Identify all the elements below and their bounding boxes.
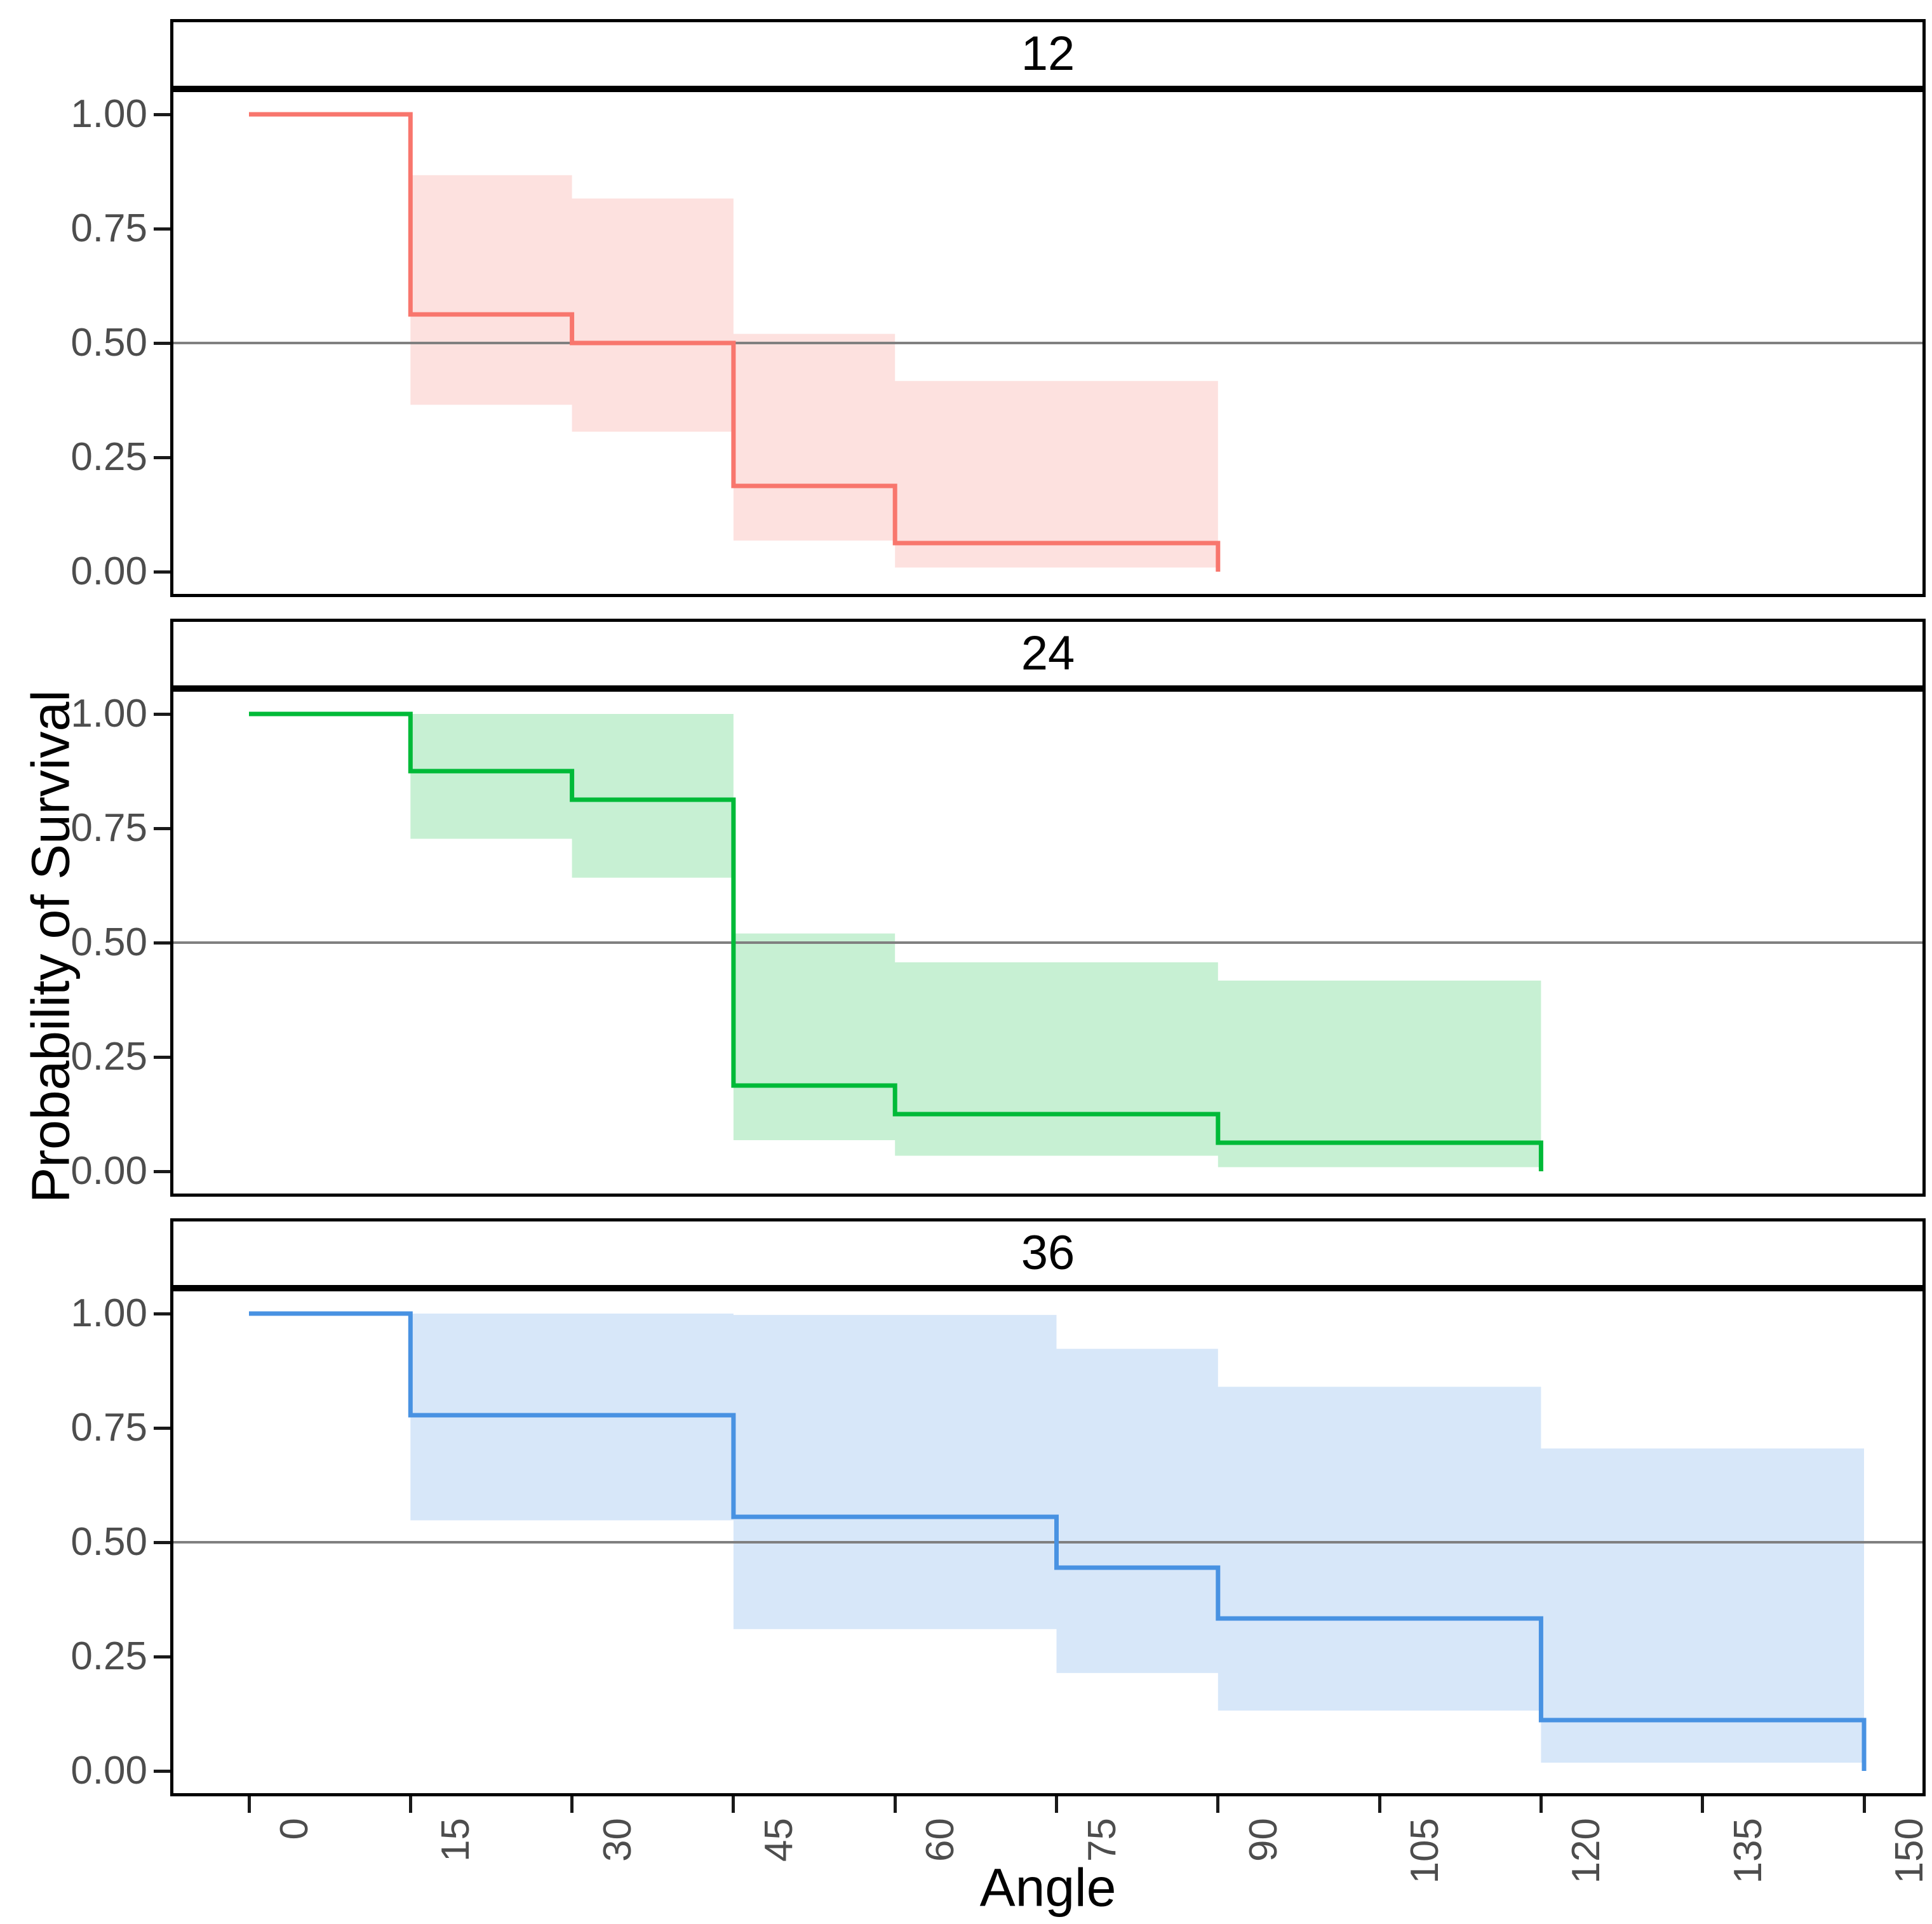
y-tick-label: 0.50 <box>70 920 147 964</box>
facet-label: 36 <box>1021 1226 1075 1280</box>
y-tick-label: 0.00 <box>70 1749 147 1793</box>
x-tick-label: 105 <box>1403 1818 1447 1884</box>
panel-border <box>170 1288 1926 1796</box>
x-tick-label: 0 <box>272 1818 316 1840</box>
x-tick-mark <box>1539 1796 1543 1813</box>
x-tick-mark <box>893 1796 897 1813</box>
y-tick-label: 0.25 <box>70 1634 147 1678</box>
y-tick-mark <box>154 1312 170 1315</box>
x-tick-label: 75 <box>1080 1818 1124 1862</box>
y-tick-mark <box>154 112 170 116</box>
y-tick-mark <box>154 227 170 231</box>
y-tick-mark <box>154 1540 170 1544</box>
x-tick-label: 150 <box>1888 1818 1931 1884</box>
x-tick-label: 15 <box>434 1818 478 1862</box>
facet-label: 12 <box>1021 27 1075 81</box>
y-tick-label: 0.75 <box>70 806 147 850</box>
x-tick-mark <box>1378 1796 1381 1813</box>
y-tick-label: 1.00 <box>70 1291 147 1335</box>
x-axis-title: Angle <box>979 1857 1117 1918</box>
facet-strip-36: 36 <box>170 1218 1926 1288</box>
y-tick-mark <box>154 1169 170 1173</box>
y-tick-label: 0.75 <box>70 206 147 250</box>
x-tick-label: 45 <box>756 1818 801 1862</box>
x-tick-mark <box>732 1796 735 1813</box>
survival-curve <box>249 112 1221 572</box>
y-tick-mark <box>154 455 170 459</box>
confidence-ribbon <box>410 1314 1864 1763</box>
y-tick-mark <box>154 712 170 716</box>
x-tick-label: 30 <box>595 1818 640 1862</box>
survival-panel-24 <box>170 689 1926 1197</box>
x-tick-label: 135 <box>1726 1818 1770 1884</box>
facet-label: 24 <box>1021 626 1075 680</box>
confidence-ribbon <box>410 175 1218 568</box>
survival-curve <box>249 711 1543 1171</box>
x-tick-label: 60 <box>918 1818 963 1862</box>
y-tick-label: 0.50 <box>70 1520 147 1564</box>
panel-border <box>170 89 1926 597</box>
x-tick-mark <box>1701 1796 1705 1813</box>
x-tick-label: 120 <box>1564 1818 1609 1884</box>
y-tick-mark <box>154 826 170 830</box>
x-tick-mark <box>570 1796 574 1813</box>
y-tick-label: 1.00 <box>70 692 147 736</box>
survival-curve <box>249 1311 1867 1771</box>
x-tick-mark <box>408 1796 412 1813</box>
x-tick-mark <box>1216 1796 1220 1813</box>
panel-border <box>170 689 1926 1197</box>
y-tick-label: 0.25 <box>70 1035 147 1079</box>
y-tick-label: 1.00 <box>70 92 147 136</box>
facet-strip-12: 12 <box>170 19 1926 89</box>
y-tick-mark <box>154 1426 170 1430</box>
y-tick-mark <box>154 1055 170 1059</box>
y-tick-label: 0.00 <box>70 1149 147 1193</box>
y-tick-label: 0.00 <box>70 549 147 593</box>
y-tick-mark <box>154 1655 170 1658</box>
y-tick-label: 0.50 <box>70 321 147 365</box>
facet-strip-24: 24 <box>170 619 1926 689</box>
confidence-ribbon <box>410 714 1541 1167</box>
survival-panel-12 <box>170 89 1926 597</box>
survival-panel-36 <box>170 1288 1926 1796</box>
y-tick-label: 0.25 <box>70 435 147 479</box>
y-tick-mark <box>154 1769 170 1773</box>
y-tick-label: 0.75 <box>70 1406 147 1450</box>
x-tick-mark <box>247 1796 251 1813</box>
y-tick-mark <box>154 941 170 945</box>
x-tick-mark <box>1055 1796 1058 1813</box>
x-tick-label: 90 <box>1241 1818 1285 1862</box>
y-tick-mark <box>154 570 170 574</box>
x-tick-mark <box>1862 1796 1866 1813</box>
y-tick-mark <box>154 341 170 345</box>
